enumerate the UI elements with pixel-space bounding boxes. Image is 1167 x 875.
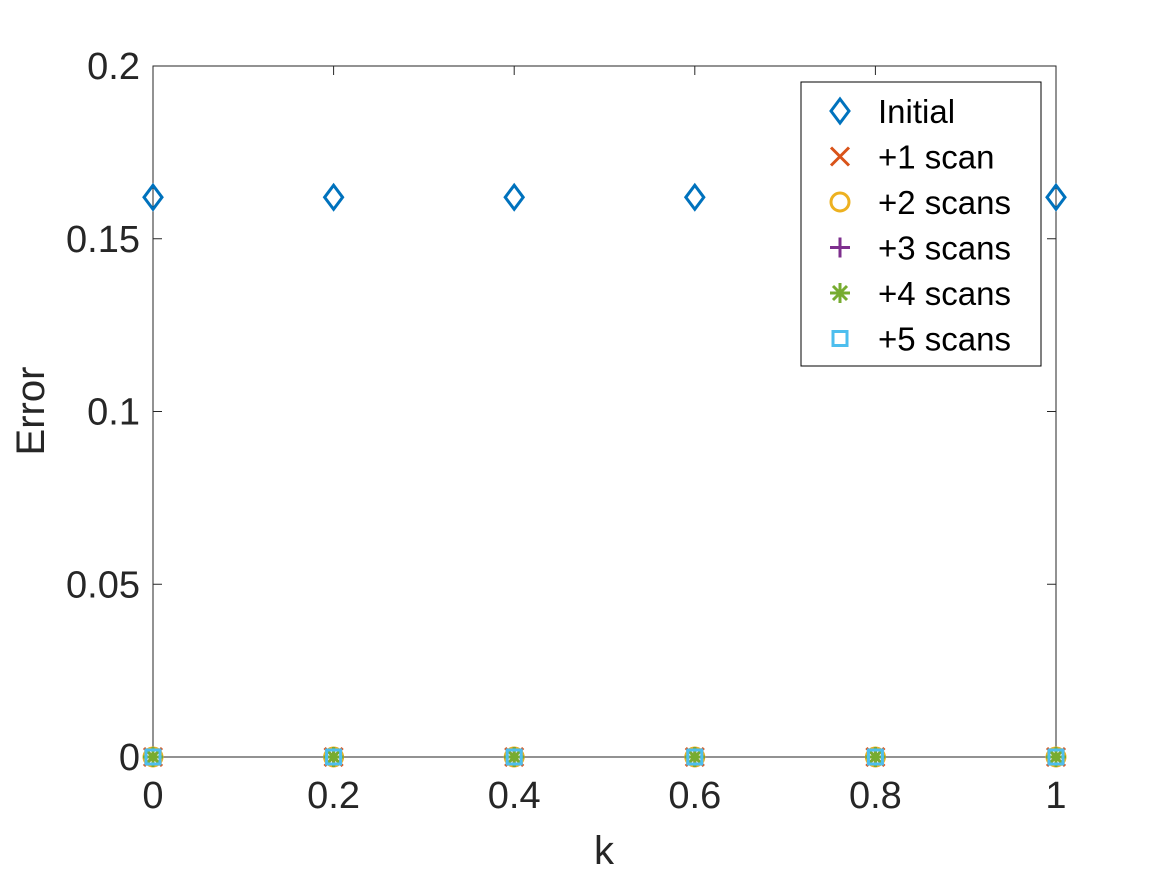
x-tick-label: 1: [1045, 775, 1066, 817]
x-axis-title: k: [594, 829, 615, 873]
legend-marker-circle: [829, 191, 851, 213]
data-point-diamond: [503, 182, 526, 212]
y-axis-title: Error: [9, 367, 53, 456]
data-point-asterisk: [684, 747, 705, 767]
legend-entry-label: +2 scans: [878, 184, 1011, 221]
series-square: [144, 748, 1065, 766]
data-point-asterisk: [323, 747, 344, 767]
x-tick-label: 0.2: [307, 775, 360, 817]
data-point-square: [1047, 748, 1065, 766]
data-point-square: [325, 748, 343, 766]
data-point-asterisk: [1046, 747, 1066, 767]
data-point-asterisk: [504, 747, 525, 767]
data-point-asterisk: [865, 747, 886, 767]
legend: Initial +1 scan +2 scans +3 scans +4 scans +5…: [800, 81, 1042, 367]
x-tick-label: 0.6: [668, 775, 721, 817]
data-point-diamond: [683, 182, 706, 212]
legend-marker-square: [831, 330, 849, 347]
legend-marker-diamond: [829, 96, 851, 126]
y-tick-label: 0.05: [66, 564, 140, 606]
series-asterisk: [143, 747, 1066, 767]
x-tick-label: 0.8: [849, 775, 902, 817]
data-point-diamond: [322, 182, 345, 212]
legend-entry-label: +3 scans: [878, 230, 1011, 267]
legend-marker-asterisk: [830, 283, 850, 303]
data-point-square: [505, 748, 523, 766]
legend-entry-label: +4 scans: [878, 275, 1011, 312]
y-tick-label: 0.1: [87, 392, 140, 434]
data-point-square: [144, 748, 162, 766]
legend-marker-x: [829, 146, 851, 167]
legend-entry-label: Initial: [878, 93, 955, 130]
y-tick-label: 0.2: [87, 46, 140, 88]
legend-box: [800, 81, 1042, 367]
data-point-asterisk: [143, 747, 163, 767]
y-tick-label: 0.15: [66, 219, 140, 261]
legend-entry-label: +5 scans: [878, 321, 1011, 358]
data-point-diamond: [142, 182, 164, 212]
x-tick-label: 0: [142, 775, 163, 817]
y-tick-label: 0: [119, 737, 140, 779]
tick-labels: 0 0.2 0.4 0.6 0.8 1 0 0.05 0.1 0.15 0.2: [66, 46, 1067, 817]
legend-entry-label: +1 scan: [878, 139, 995, 176]
x-tick-label: 0.4: [488, 775, 541, 817]
legend-marker-plus: [830, 237, 850, 258]
data-point-square: [866, 748, 884, 766]
data-point-square: [686, 748, 704, 766]
data-point-diamond: [1045, 182, 1067, 212]
